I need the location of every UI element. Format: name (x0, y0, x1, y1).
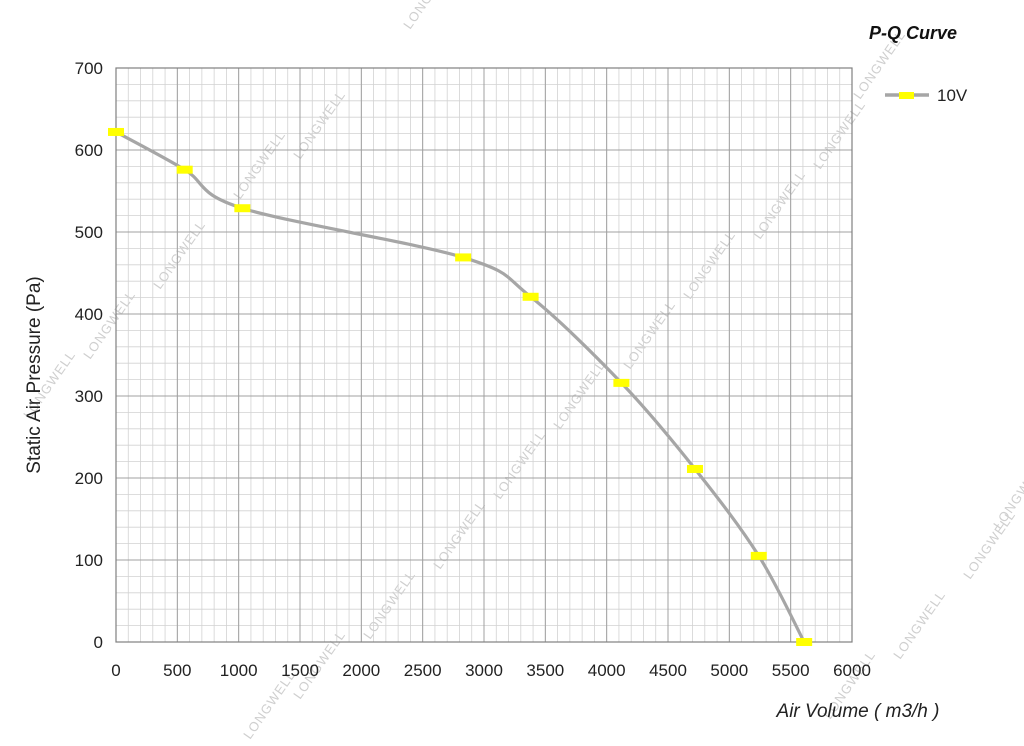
x-tick-label: 5000 (710, 661, 748, 680)
x-tick-label: 1500 (281, 661, 319, 680)
x-tick-label: 2500 (404, 661, 442, 680)
legend-marker-swatch (899, 92, 914, 99)
y-tick-label: 500 (75, 223, 103, 242)
y-tick-labels: 0 100 200 300 400 500 600 700 (75, 59, 103, 652)
x-axis-title: Air Volume ( m3/h ) (776, 701, 940, 722)
legend: 10V (885, 86, 968, 105)
x-tick-label: 6000 (833, 661, 871, 680)
data-point-marker (455, 253, 472, 262)
watermark-text: LONGWELL (490, 427, 548, 501)
data-point-marker (176, 165, 193, 174)
series-line-10v (114, 130, 806, 644)
x-tick-label: 5500 (772, 661, 810, 680)
watermark-text: LONGWELL (400, 0, 458, 32)
watermark-text: LONGWELL (290, 87, 348, 161)
data-point-marker (234, 204, 251, 213)
x-tick-label: 500 (163, 661, 191, 680)
watermark-text: LONGWELL (80, 287, 138, 361)
watermark-text: LONGWELL (990, 457, 1024, 531)
y-tick-label: 400 (75, 305, 103, 324)
watermark-layer: LONGWELLLONGWELLLONGWELLLONGWELLLONGWELL… (20, 0, 1024, 742)
chart-title: P-Q Curve (869, 23, 957, 43)
watermark-text: LONGWELL (620, 297, 678, 371)
x-tick-label: 2000 (342, 661, 380, 680)
data-point-marker (613, 378, 630, 387)
y-tick-label: 100 (75, 551, 103, 570)
data-point-marker (686, 464, 703, 473)
plot-border (115, 67, 853, 643)
y-tick-label: 200 (75, 469, 103, 488)
x-tick-label: 3500 (526, 661, 564, 680)
data-point-marker (796, 638, 813, 646)
y-tick-label: 600 (75, 141, 103, 160)
watermark-text: LONGWELL (810, 97, 868, 171)
x-tick-label: 4000 (588, 661, 626, 680)
x-tick-labels: 0 500 1000 1500 2000 2500 3000 3500 4000 4500 5000… (111, 661, 871, 680)
y-tick-label: 300 (75, 387, 103, 406)
watermark-text: LONGWELL (360, 567, 418, 641)
series-layer (108, 127, 813, 646)
data-point-marker (750, 551, 767, 560)
watermark-text: LONGWELL (550, 357, 608, 431)
legend-label-10v: 10V (937, 86, 968, 105)
x-tick-label: 3000 (465, 661, 503, 680)
watermark-text: LONGWELL (150, 217, 208, 291)
watermark-text: LONGWELL (750, 167, 808, 241)
y-tick-label: 700 (75, 59, 103, 78)
y-axis-title: Static Air Pressure (Pa) (24, 276, 45, 473)
x-tick-label: 4500 (649, 661, 687, 680)
x-tick-label: 0 (111, 661, 120, 680)
x-tick-label: 1000 (220, 661, 258, 680)
data-point-marker (108, 127, 124, 136)
y-tick-label: 0 (94, 633, 103, 652)
data-point-marker (522, 292, 539, 301)
watermark-text: LONGWELL (890, 587, 948, 661)
